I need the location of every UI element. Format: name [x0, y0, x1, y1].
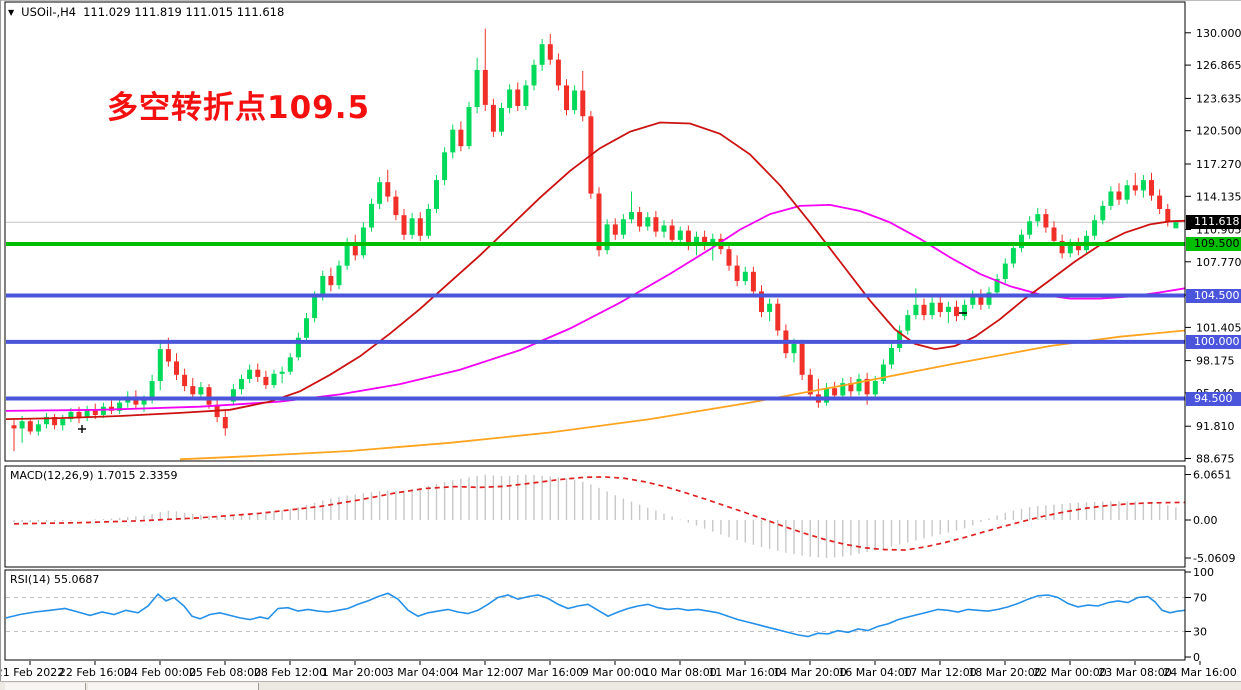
- time-axis-label: 23 Mar 08:00: [1098, 666, 1171, 679]
- price-axis-tick-label: 107.770: [1196, 256, 1241, 269]
- window-top-edge: [0, 0, 1241, 1]
- time-axis-label: 16 Mar 04:00: [838, 666, 911, 679]
- price-axis-tick-label: 101.405: [1196, 321, 1241, 334]
- time-axis-label: 22 Mar 00:00: [1033, 666, 1106, 679]
- time-axis-label: 11 Mar 16:00: [708, 666, 781, 679]
- time-axis-label: 10 Mar 08:00: [643, 666, 716, 679]
- macd-indicator-label: MACD(12,26,9) 1.7015 2.3359: [10, 469, 178, 482]
- time-axis-label: 17 Mar 12:00: [903, 666, 976, 679]
- time-axis-label: 7 Mar 16:00: [517, 666, 583, 679]
- macd-axis-tick-label: 0.00: [1193, 514, 1218, 527]
- chinese-annotation: 多空转折点109.5: [107, 90, 371, 126]
- bottom-tab-left[interactable]: [5, 683, 86, 690]
- symbol-dropdown-icon[interactable]: ▼: [8, 7, 15, 17]
- symbol-name: USOil-,H4: [21, 5, 77, 19]
- current-price-tag: 111.618: [1186, 215, 1241, 229]
- bottom-tab-right[interactable]: [88, 683, 259, 690]
- symbol-title-bar: ▼ USOil-,H4 111.029 111.819 111.015 111.…: [8, 5, 284, 19]
- price-axis-tick-label: 114.135: [1196, 190, 1241, 203]
- green-level-price-tag[interactable]: 109.500: [1186, 237, 1241, 251]
- time-axis-label: 25 Feb 08:00: [189, 666, 261, 679]
- time-axis-label: 18 Mar 20:00: [968, 666, 1041, 679]
- rsi-axis-tick-label: 100: [1193, 566, 1214, 579]
- time-axis-label: 14 Mar 20:00: [773, 666, 846, 679]
- time-axis-label: 9 Mar 00:00: [582, 666, 648, 679]
- rsi-axis-tick-label: 70: [1193, 592, 1207, 605]
- time-axis-label: 4 Mar 12:00: [452, 666, 518, 679]
- blue-level-price-tag-104[interactable]: 104.500: [1186, 289, 1241, 303]
- macd-axis-tick-label: 6.0651: [1193, 469, 1232, 482]
- rsi-axis-tick-label: 30: [1193, 626, 1207, 639]
- price-axis-tick-label: 120.500: [1196, 125, 1241, 138]
- price-axis-tick-label: 130.000: [1196, 27, 1241, 40]
- price-axis-tick-label: 91.810: [1196, 420, 1235, 433]
- price-axis-tick-label: 117.270: [1196, 158, 1241, 171]
- window-bottom-strip: [0, 681, 1241, 690]
- price-axis-tick-label: 88.675: [1196, 453, 1235, 466]
- price-axis-tick-label: 98.175: [1196, 355, 1235, 368]
- price-axis-tick-label: 126.865: [1196, 59, 1241, 72]
- window-left-edge: [0, 0, 1, 690]
- price-axis-tick-label: 123.635: [1196, 92, 1241, 105]
- time-axis-label: 24 Mar 16:00: [1163, 666, 1236, 679]
- rsi-indicator-label: RSI(14) 55.0687: [10, 573, 100, 586]
- time-axis-label: 28 Feb 12:00: [254, 666, 326, 679]
- macd-axis-tick-label: -5.0609: [1193, 552, 1235, 565]
- blue-level-price-tag-94[interactable]: 94.500: [1186, 392, 1241, 406]
- time-axis-label: 3 Mar 04:00: [387, 666, 453, 679]
- rsi-axis-tick-label: 0: [1193, 651, 1200, 664]
- blue-level-price-tag-100[interactable]: 100.000: [1186, 335, 1241, 349]
- time-axis-label: 21 Feb 2022: [0, 666, 64, 679]
- time-axis-label: 1 Mar 20:00: [322, 666, 388, 679]
- ohlc-values: 111.029 111.819 111.015 111.618: [83, 5, 285, 19]
- time-axis-label: 22 Feb 16:00: [59, 666, 131, 679]
- time-axis-label: 24 Feb 00:00: [124, 666, 196, 679]
